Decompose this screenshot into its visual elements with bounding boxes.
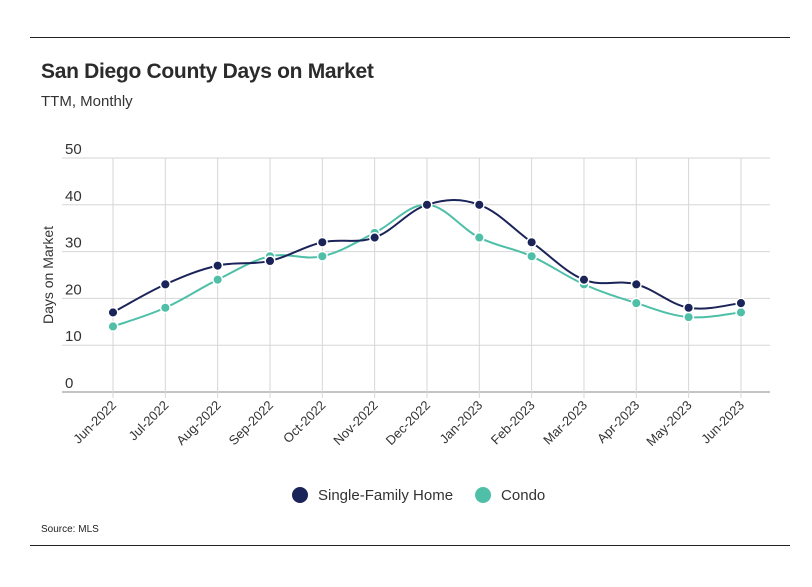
point-condo-Feb-2023 — [526, 250, 538, 262]
point-condo-Jun-2022 — [107, 320, 119, 333]
y-tick-label: 50 — [65, 141, 82, 158]
x-tick-label: Jul-2022 — [126, 398, 172, 444]
point-condo-Jul-2022 — [159, 302, 171, 314]
point-single-family-home-Jan-2023 — [473, 199, 485, 211]
point-condo-Jan-2023 — [473, 232, 485, 244]
point-single-family-home-Oct-2022 — [316, 236, 328, 248]
x-tick-label: Feb-2023 — [488, 398, 538, 448]
top-rule — [30, 37, 790, 38]
point-single-family-home-Nov-2022 — [369, 232, 381, 244]
x-axis-ticks: Jun-2022 Jul-2022 Aug-2022 Sep-2022 Oct-2022… — [70, 398, 747, 449]
point-condo-Apr-2023 — [630, 297, 642, 309]
point-single-family-home-Jun-2022 — [107, 306, 119, 318]
point-single-family-home-Jun-2023 — [735, 297, 747, 309]
point-condo-May-2023 — [683, 311, 695, 323]
x-tick-label: Nov-2022 — [330, 398, 380, 448]
legend-item-single-family-home: Single-Family Home — [292, 487, 453, 504]
x-tick-label: Oct-2022 — [280, 398, 328, 446]
chart-subtitle: TTM, Monthly — [41, 93, 133, 110]
y-tick-label: 20 — [65, 281, 82, 298]
x-tick-label: Jun-2022 — [70, 398, 119, 447]
point-single-family-home-May-2023 — [683, 302, 695, 314]
point-single-family-home-Jul-2022 — [159, 278, 171, 290]
x-tick-label: Jun-2023 — [698, 398, 747, 447]
y-tick-label: 0 — [65, 375, 73, 392]
y-axis-ticks: 0 10 20 30 40 50 — [65, 141, 82, 392]
y-tick-label: 30 — [65, 235, 82, 252]
point-single-family-home-Mar-2023 — [578, 274, 590, 286]
point-single-family-home-Sep-2022 — [264, 255, 276, 267]
point-single-family-home-Dec-2022 — [421, 199, 433, 211]
legend-marker-condo — [475, 487, 492, 503]
point-condo-Aug-2022 — [212, 274, 224, 286]
source-note: Source: MLS — [41, 524, 99, 535]
point-single-family-home-Aug-2022 — [212, 260, 224, 272]
point-condo-Oct-2022 — [316, 250, 328, 262]
series-single-family-home — [107, 199, 747, 318]
chart-title: San Diego County Days on Market — [41, 60, 374, 83]
legend: Single-Family Home Condo — [292, 487, 545, 504]
bottom-rule — [30, 545, 790, 546]
x-tick-label: May-2023 — [643, 398, 694, 449]
legend-label-condo: Condo — [501, 487, 545, 504]
x-tick-label: Mar-2023 — [540, 398, 590, 448]
legend-label-single-family-home: Single-Family Home — [318, 487, 453, 504]
point-single-family-home-Feb-2023 — [526, 236, 538, 248]
y-tick-label: 10 — [65, 328, 82, 345]
x-tick-label: Aug-2022 — [173, 398, 223, 448]
x-tick-label: Jan-2023 — [436, 398, 485, 447]
grid — [62, 157, 770, 398]
legend-item-condo: Condo — [475, 487, 545, 504]
x-tick-label: Apr-2023 — [594, 398, 642, 446]
x-tick-label: Dec-2022 — [383, 398, 433, 448]
y-tick-label: 40 — [65, 188, 82, 205]
point-single-family-home-Apr-2023 — [630, 278, 642, 290]
x-tick-label: Sep-2022 — [226, 398, 276, 448]
point-condo-Jun-2023 — [735, 306, 747, 318]
y-axis-label: Days on Market — [40, 226, 56, 324]
series — [107, 199, 747, 333]
legend-marker-single-family-home — [292, 487, 308, 503]
